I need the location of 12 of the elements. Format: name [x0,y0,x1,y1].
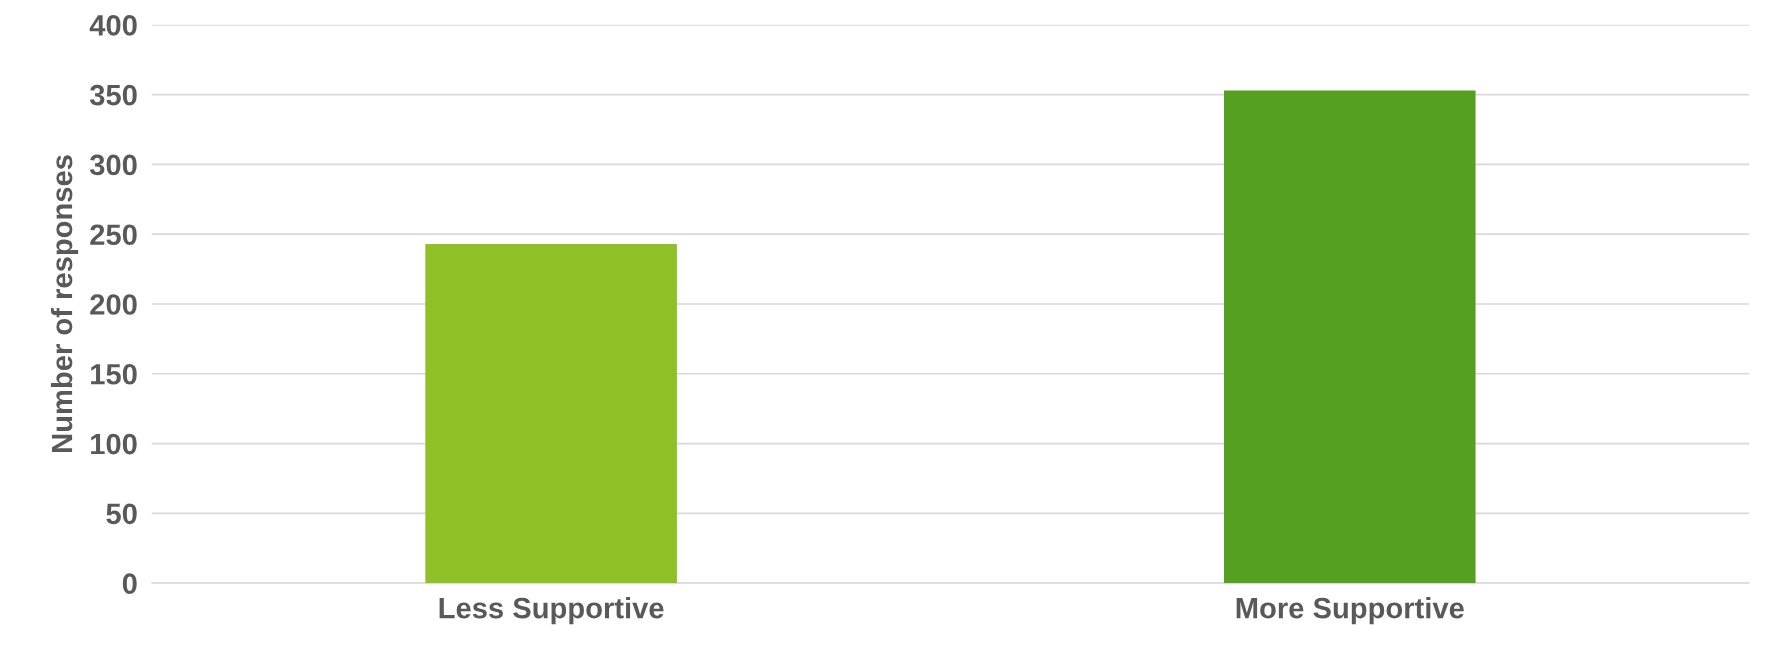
y-tick-label: 250 [90,224,137,246]
y-tick-label: 400 [89,15,137,36]
y-tick-label: 300 [89,154,137,176]
y-tick-label: 100 [91,433,137,455]
y-tick-label: 150 [91,363,137,385]
x-tick-label: More Supportive [1236,597,1464,625]
y-tick-label: 0 [122,573,137,594]
y-tick-label: 200 [90,294,137,315]
y-tick-label: 50 [106,503,137,525]
x-tick-label: Less Supportive [439,597,664,625]
y-axis-title: Number of responses [50,155,79,452]
y-tick-label: 350 [89,84,137,106]
